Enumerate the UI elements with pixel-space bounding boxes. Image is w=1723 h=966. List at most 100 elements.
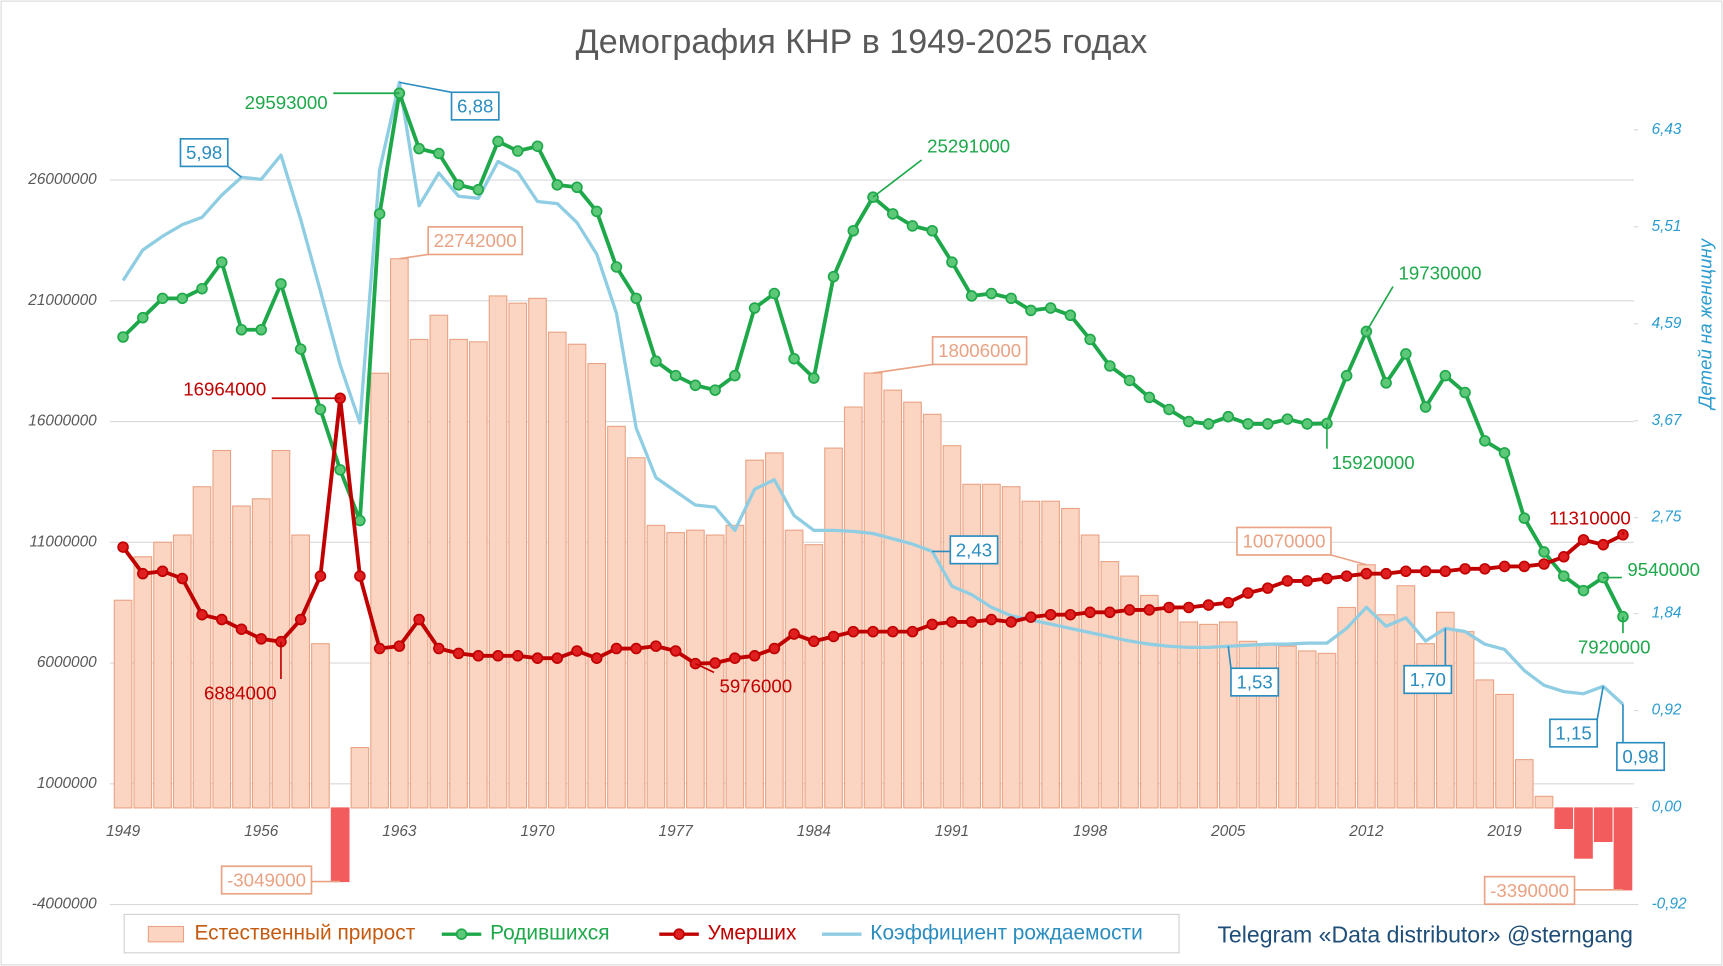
line-marker	[117, 331, 129, 343]
line-marker	[650, 640, 662, 652]
bar	[646, 524, 666, 809]
line-marker	[1202, 599, 1215, 611]
line-marker	[1419, 401, 1432, 413]
line-marker	[1084, 333, 1096, 346]
data-label: 11310000	[1549, 507, 1631, 528]
line-marker	[669, 645, 682, 657]
bar	[883, 389, 903, 809]
line-marker	[196, 282, 208, 295]
line-marker	[492, 650, 504, 662]
bar	[1514, 759, 1534, 809]
bar	[745, 459, 764, 809]
bar	[784, 529, 804, 809]
bar	[824, 447, 843, 809]
bar	[1139, 594, 1159, 809]
bar	[1376, 614, 1396, 809]
line-marker	[1479, 563, 1491, 575]
data-label: 15920000	[1332, 452, 1415, 473]
bar	[764, 452, 784, 809]
line-marker	[354, 514, 366, 527]
line-marker	[1025, 611, 1037, 623]
line-marker	[886, 208, 899, 220]
data-label-group: 6884000	[204, 641, 282, 703]
line-marker	[1163, 403, 1175, 416]
line-marker	[413, 613, 425, 626]
line-marker	[1400, 348, 1412, 360]
line-marker	[926, 224, 938, 237]
line-marker	[137, 567, 149, 580]
bar	[1100, 561, 1120, 809]
bar	[528, 297, 547, 809]
x-tick-label: 2012	[1348, 823, 1384, 840]
bar	[1495, 693, 1514, 809]
line-marker	[965, 290, 978, 302]
bar	[409, 338, 429, 809]
line-marker	[985, 287, 998, 300]
line-marker	[1143, 391, 1156, 404]
data-label-group: 29593000	[245, 92, 400, 113]
data-label: 29593000	[245, 92, 328, 113]
bar	[251, 498, 271, 809]
data-label: 6884000	[204, 682, 277, 703]
bar	[212, 449, 232, 809]
line-marker	[610, 261, 623, 273]
leader-line	[227, 165, 242, 178]
line-marker	[255, 633, 267, 645]
line-marker	[472, 183, 485, 196]
bar	[508, 302, 528, 809]
line-marker	[215, 256, 228, 268]
line-marker	[650, 355, 662, 367]
data-label: 16964000	[183, 379, 266, 400]
line-marker	[946, 616, 958, 628]
line-marker	[1400, 565, 1412, 578]
line-marker	[176, 572, 189, 585]
bar	[863, 372, 883, 809]
line-marker	[827, 630, 840, 643]
line-marker	[551, 652, 564, 664]
x-tick-label: 1949	[106, 823, 141, 840]
data-label-group: 6,88	[399, 81, 500, 121]
line-marker	[235, 323, 248, 336]
line-marker	[156, 292, 169, 305]
data-label: 1,53	[1236, 672, 1272, 693]
label-box	[1616, 741, 1666, 772]
y2-tick-label: 3,67	[1652, 412, 1683, 429]
line-marker	[1005, 616, 1017, 628]
line-marker	[1557, 551, 1570, 563]
line-marker	[709, 384, 721, 396]
leader-line	[1227, 646, 1232, 669]
label-box	[949, 535, 999, 565]
line-marker	[1301, 575, 1313, 587]
y-tick-label: 1000000	[37, 775, 97, 792]
bar	[232, 505, 251, 809]
line-marker	[1518, 512, 1531, 524]
bar	[1199, 623, 1218, 809]
line-marker	[906, 625, 919, 638]
leader-line	[872, 363, 933, 374]
bar	[1297, 650, 1317, 809]
bar	[725, 524, 745, 809]
bar	[291, 534, 311, 809]
data-label: 6,88	[457, 96, 493, 117]
line-marker	[610, 642, 623, 655]
line-marker	[808, 372, 820, 384]
line-marker	[1281, 575, 1294, 587]
leader-line	[872, 159, 923, 198]
bar	[1238, 640, 1258, 809]
line-marker	[827, 270, 840, 283]
legend-frame	[123, 913, 1180, 954]
bar	[1574, 807, 1593, 859]
line-marker	[1459, 563, 1471, 575]
data-label-group: 9540000	[1603, 559, 1700, 580]
line-marker	[1479, 435, 1491, 447]
line-marker	[531, 140, 544, 152]
line-marker	[472, 650, 485, 662]
bar	[192, 486, 212, 809]
bar	[982, 483, 1001, 809]
line-marker	[1123, 604, 1136, 616]
leader-line	[399, 81, 452, 94]
line-marker	[1222, 410, 1235, 423]
line-marker	[314, 403, 327, 416]
legend-label: Умерших	[708, 922, 797, 945]
line-marker	[512, 145, 524, 157]
